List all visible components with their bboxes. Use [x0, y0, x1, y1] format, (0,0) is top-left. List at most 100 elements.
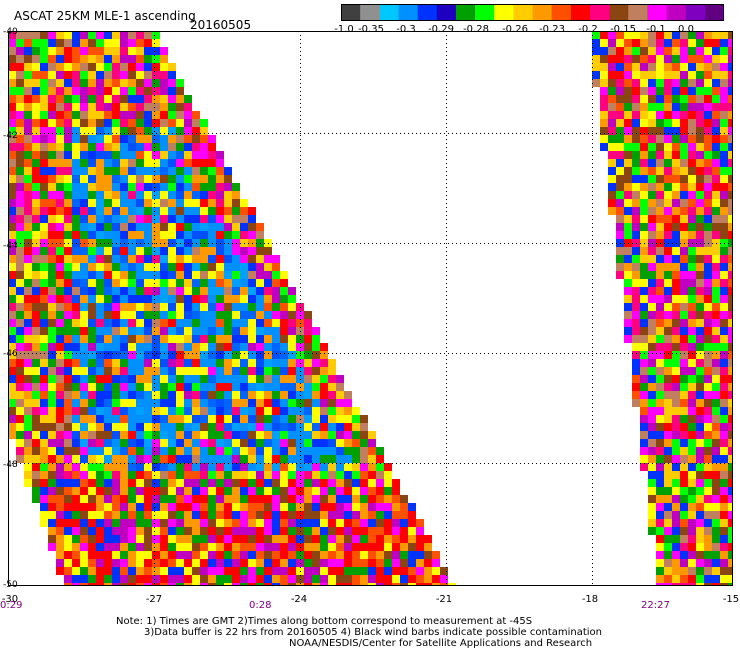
swath-cell: [696, 311, 704, 319]
swath-cell: [360, 543, 368, 551]
swath-cell: [688, 407, 696, 415]
swath-cell: [184, 311, 192, 319]
swath-cell: [720, 127, 728, 135]
swath-cell: [648, 263, 656, 271]
swath-cell: [184, 495, 192, 503]
swath-cell: [40, 511, 48, 519]
swath-cell: [720, 487, 728, 495]
swath-cell: [144, 127, 152, 135]
swath-cell: [232, 431, 240, 439]
swath-cell: [176, 567, 184, 575]
swath-cell: [80, 79, 88, 87]
swath-cell: [696, 279, 704, 287]
swath-cell: [720, 167, 728, 175]
swath-cell: [672, 359, 680, 367]
lat-label: -42: [3, 131, 18, 141]
swath-cell: [88, 263, 96, 271]
swath-cell: [640, 311, 648, 319]
swath-cell: [344, 407, 352, 415]
swath-cell: [64, 335, 72, 343]
swath-cell: [120, 327, 128, 335]
swath-cell: [24, 415, 32, 423]
swath-cell: [96, 407, 104, 415]
swath-cell: [176, 431, 184, 439]
swath-cell: [184, 575, 192, 583]
swath-cell: [64, 223, 72, 231]
swath-cell: [232, 263, 240, 271]
swath-cell: [88, 511, 96, 519]
swath-cell: [72, 439, 80, 447]
swath-cell: [680, 471, 688, 479]
swath-cell: [680, 391, 688, 399]
swath-cell: [120, 271, 128, 279]
swath-cell: [16, 63, 24, 71]
swath-cell: [16, 223, 24, 231]
swath-cell: [160, 567, 168, 575]
swath-cell: [64, 527, 72, 535]
swath-cell: [656, 207, 664, 215]
swath-cell: [184, 567, 192, 575]
swath-cell: [656, 455, 664, 463]
swath-cell: [88, 223, 96, 231]
swath-cell: [232, 255, 240, 263]
swath-cell: [720, 119, 728, 127]
swath-cell: [112, 255, 120, 263]
swath-cell: [680, 143, 688, 151]
swath-cell: [256, 439, 264, 447]
swath-cell: [96, 47, 104, 55]
swath-cell: [120, 559, 128, 567]
swath-cell: [248, 343, 256, 351]
swath-cell: [712, 55, 720, 63]
swath-cell: [360, 559, 368, 567]
swath-cell: [384, 511, 392, 519]
swath-cell: [648, 183, 656, 191]
swath-cell: [16, 79, 24, 87]
swath-cell: [88, 575, 96, 583]
swath-cell: [592, 47, 600, 55]
swath-cell: [40, 311, 48, 319]
swath-cell: [304, 431, 312, 439]
swath-cell: [424, 583, 432, 586]
swath-cell: [32, 263, 40, 271]
swath-cell: [224, 279, 232, 287]
swath-cell: [728, 247, 733, 255]
swath-cell: [144, 175, 152, 183]
swath-cell: [176, 415, 184, 423]
swath-cell: [168, 255, 176, 263]
swath-cell: [168, 151, 176, 159]
swath-cell: [304, 583, 312, 586]
swath-cell: [200, 343, 208, 351]
swath-cell: [40, 487, 48, 495]
swath-cell: [192, 559, 200, 567]
swath-cell: [144, 199, 152, 207]
swath-cell: [240, 511, 248, 519]
swath-cell: [200, 383, 208, 391]
swath-cell: [720, 559, 728, 567]
swath-cell: [304, 551, 312, 559]
swath-cell: [696, 151, 704, 159]
swath-cell: [600, 135, 608, 143]
swath-cell: [656, 103, 664, 111]
swath-cell: [696, 567, 704, 575]
swath-cell: [48, 359, 56, 367]
swath-cell: [704, 183, 712, 191]
swath-cell: [672, 511, 680, 519]
swath-cell: [208, 415, 216, 423]
swath-cell: [40, 263, 48, 271]
swath-cell: [320, 551, 328, 559]
swath-cell: [240, 207, 248, 215]
swath-cell: [656, 487, 664, 495]
swath-cell: [352, 463, 360, 471]
swath-cell: [664, 359, 672, 367]
swath-cell: [352, 535, 360, 543]
swath-cell: [376, 487, 384, 495]
swath-cell: [224, 167, 232, 175]
swath-cell: [312, 415, 320, 423]
swath-cell: [136, 255, 144, 263]
swath-cell: [688, 223, 696, 231]
swath-cell: [128, 39, 136, 47]
swath-cell: [128, 479, 136, 487]
swath-cell: [104, 431, 112, 439]
swath-cell: [312, 455, 320, 463]
swath-cell: [328, 439, 336, 447]
